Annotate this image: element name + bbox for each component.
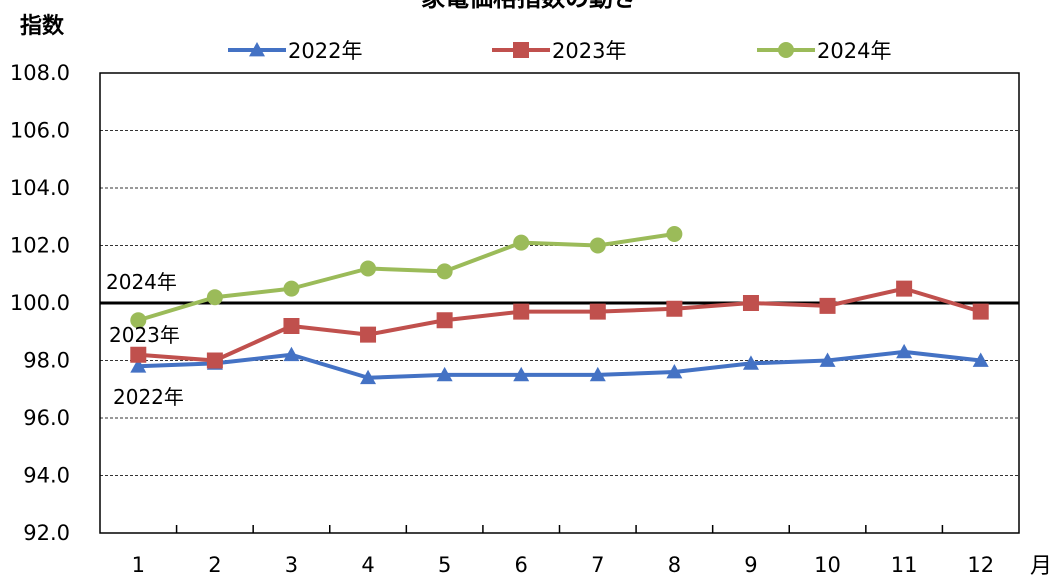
legend-item: 2024年 [757, 39, 891, 63]
x-tick-label: 8 [668, 553, 681, 577]
legend: 2022年 2023年 2024年 [228, 39, 891, 63]
x-tick-label: 6 [515, 553, 528, 577]
y-tick-label: 104.0 [10, 176, 70, 200]
y-tick-label: 108.0 [10, 61, 70, 85]
data-point [972, 352, 989, 367]
data-point [360, 369, 377, 385]
x-tick-label: 10 [814, 553, 841, 577]
series-line [138, 286, 982, 363]
data-point [589, 237, 606, 254]
data-point [819, 352, 836, 367]
data-point [513, 366, 530, 382]
x-tick-label: 1 [132, 553, 145, 577]
chart-title: 家電価格指数の動き [421, 0, 637, 12]
y-tick-label: 100.0 [10, 291, 70, 315]
x-tick-label: 3 [285, 553, 298, 577]
data-point [283, 318, 300, 334]
data-point [130, 346, 147, 363]
data-point [666, 226, 683, 242]
y-tick-label: 98.0 [23, 349, 70, 373]
y-tick-label: 96.0 [23, 406, 70, 430]
data-point [972, 303, 989, 320]
data-point [436, 312, 453, 329]
data-point [249, 42, 265, 57]
y-axis-label: 指数 [20, 13, 65, 39]
data-point [513, 303, 530, 320]
data-point [742, 355, 759, 370]
legend-label: 2022年 [288, 39, 362, 63]
x-tick-label: 11 [891, 553, 918, 577]
grid-lines [99, 72, 1020, 534]
series-line [137, 232, 675, 323]
series-2024年 [130, 226, 683, 329]
x-tick-labels: 1 2 3 4 5 6 7 8 9 10 11 12 [132, 553, 994, 577]
x-tick-label: 7 [591, 553, 604, 577]
x-tick-label: 2 [208, 553, 221, 577]
data-point [206, 352, 223, 369]
legend-label: 2023年 [552, 39, 626, 63]
series-line [138, 349, 981, 380]
data-point [206, 289, 223, 306]
data-point [130, 312, 147, 329]
data-point [819, 297, 836, 314]
data-point [283, 280, 300, 297]
data-point [436, 366, 453, 382]
legend-item: 2023年 [492, 39, 626, 63]
x-tick-label: 5 [438, 553, 451, 577]
series-group [130, 226, 989, 385]
x-tick-label: 9 [744, 553, 757, 577]
data-point [666, 364, 683, 379]
x-tick-label: 4 [361, 553, 374, 577]
data-point [589, 366, 606, 382]
series-2023年 [130, 280, 989, 369]
data-point [589, 303, 606, 320]
data-point [283, 346, 300, 362]
data-point [513, 234, 530, 251]
series-annotations: 2024年 2023年 2022年 [106, 270, 184, 409]
data-point [896, 343, 913, 359]
data-point [360, 260, 377, 277]
y-tick-label: 92.0 [23, 521, 70, 545]
data-point [360, 326, 377, 343]
y-tick-labels: 92.0 94.0 96.0 98.0 100.0 102.0 104.0 106.0 108.… [10, 61, 70, 545]
data-point [666, 300, 683, 317]
y-tick-label: 102.0 [10, 234, 70, 258]
x-axis-label: 月 [1030, 554, 1052, 579]
y-tick-label: 106.0 [10, 119, 70, 143]
x-tick-label: 12 [967, 553, 994, 577]
series-2022年 [130, 343, 989, 385]
data-point [436, 263, 453, 280]
data-point [130, 358, 147, 373]
legend-item: 2022年 [228, 39, 362, 63]
data-point [778, 42, 794, 58]
data-point [513, 42, 529, 58]
annotation-2023: 2023年 [109, 323, 180, 347]
legend-label: 2024年 [817, 39, 891, 63]
data-point [896, 280, 913, 297]
annotation-2022: 2022年 [113, 385, 184, 409]
y-tick-label: 94.0 [23, 464, 70, 488]
annotation-2024: 2024年 [106, 270, 177, 294]
data-point [742, 295, 759, 311]
